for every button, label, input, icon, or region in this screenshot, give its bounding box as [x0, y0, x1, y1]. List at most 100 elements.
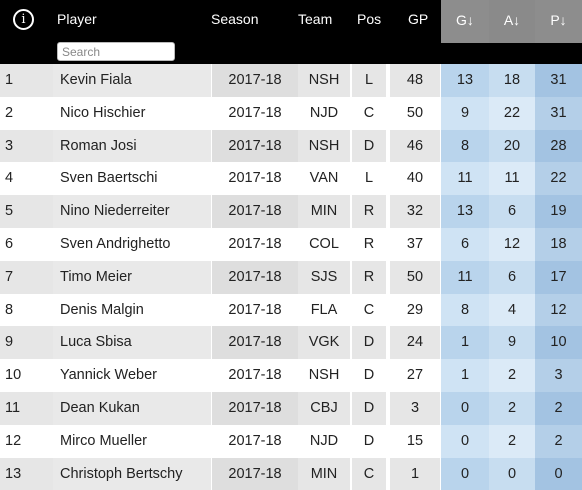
position-cell: L: [352, 64, 386, 97]
rank-cell: 8: [5, 301, 14, 318]
player-name-cell: Yannick Weber: [60, 367, 157, 384]
points-cell: 12: [535, 293, 582, 327]
column-header-pos[interactable]: Pos: [357, 11, 382, 27]
games-played-cell: 27: [406, 367, 424, 384]
column-header-goals[interactable]: G↓: [441, 0, 489, 43]
table-header: i Player Season Team Pos GP G↓ A↓ P↓: [0, 0, 582, 64]
season-cell: 2017-18: [228, 367, 282, 384]
assists-cell: 11: [489, 162, 535, 196]
season-cell: 2017-18: [228, 170, 282, 187]
table-row[interactable]: 4 Sven Baertschi 2017-18 VAN L 40 11 11 22: [0, 162, 582, 196]
goals-cell: 1: [441, 359, 489, 392]
player-name-cell: Sven Baertschi: [60, 170, 158, 187]
table-row[interactable]: 5 Nino Niederreiter 2017-18 MIN R 32 13 6 19: [0, 195, 582, 228]
season-cell: 2017-18: [228, 235, 282, 252]
column-header-assists[interactable]: A↓: [489, 0, 535, 43]
assists-cell: 2: [489, 359, 535, 392]
player-name-cell: Roman Josi: [53, 129, 211, 163]
table-row[interactable]: 11 Dean Kukan 2017-18 CBJ D 3 0 2 2: [0, 391, 582, 425]
season-cell: 2017-18: [212, 129, 298, 163]
assists-cell: 4: [489, 293, 535, 327]
column-header-player[interactable]: Player: [57, 11, 97, 27]
goals-cell: 6: [441, 227, 489, 261]
table-row[interactable]: 10 Yannick Weber 2017-18 NSH D 27 1 2 3: [0, 359, 582, 392]
games-played-cell: 50: [406, 104, 424, 121]
player-name-cell: Nico Hischier: [60, 104, 146, 121]
games-played-cell: 24: [390, 326, 440, 360]
player-name-cell: Kevin Fiala: [53, 64, 211, 97]
team-cell: VAN: [309, 170, 339, 187]
info-icon[interactable]: i: [13, 9, 34, 30]
goals-cell: 0: [441, 391, 489, 425]
rank-cell: 3: [0, 129, 53, 163]
games-played-cell: 15: [406, 432, 424, 449]
rank-cell: 6: [5, 235, 14, 252]
team-cell: NSH: [298, 129, 350, 163]
assists-cell: 0: [489, 457, 535, 490]
season-cell: 2017-18: [228, 432, 282, 449]
rank-cell: 9: [0, 326, 53, 360]
assists-cell: 18: [489, 64, 535, 97]
games-played-cell: 37: [406, 235, 424, 252]
games-played-cell: 40: [406, 170, 424, 187]
points-cell: 0: [535, 457, 582, 490]
search-input[interactable]: [57, 42, 175, 61]
points-cell: 10: [535, 326, 582, 360]
table-row[interactable]: 1 Kevin Fiala 2017-18 NSH L 48 13 18 31: [0, 64, 582, 97]
team-cell: FLA: [310, 301, 338, 318]
table-row[interactable]: 13 Christoph Bertschy 2017-18 MIN C 1 0 0 0: [0, 457, 582, 490]
table-row[interactable]: 8 Denis Malgin 2017-18 FLA C 29 8 4 12: [0, 293, 582, 327]
assists-cell: 9: [489, 326, 535, 360]
goals-cell: 1: [441, 326, 489, 360]
column-header-team[interactable]: Team: [298, 11, 333, 27]
column-header-season[interactable]: Season: [211, 11, 259, 27]
season-cell: 2017-18: [212, 326, 298, 360]
goals-cell: 13: [441, 195, 489, 228]
goals-cell: 11: [441, 162, 489, 196]
column-header-gp[interactable]: GP: [408, 11, 429, 27]
games-played-cell: 3: [390, 391, 440, 425]
games-played-cell: 1: [390, 457, 440, 490]
games-played-cell: 48: [390, 64, 440, 97]
position-cell: R: [352, 260, 386, 294]
table-row[interactable]: 6 Sven Andrighetto 2017-18 COL R 37 6 12 18: [0, 227, 582, 261]
points-cell: 18: [535, 227, 582, 261]
position-cell: C: [352, 457, 386, 490]
points-cell: 2: [535, 391, 582, 425]
player-name-cell: Luca Sbisa: [53, 326, 211, 360]
rank-cell: 1: [0, 64, 53, 97]
rank-cell: 5: [0, 195, 53, 228]
player-name-cell: Sven Andrighetto: [60, 235, 171, 252]
team-cell: NSH: [308, 367, 340, 384]
goals-cell: 0: [441, 457, 489, 490]
games-played-cell: 29: [406, 301, 424, 318]
column-header-points[interactable]: P↓: [535, 0, 582, 43]
goals-cell: 0: [441, 424, 489, 458]
rank-cell: 11: [0, 391, 53, 425]
position-cell: L: [364, 170, 374, 187]
points-cell: 28: [535, 129, 582, 163]
position-cell: D: [352, 391, 386, 425]
team-cell: MIN: [298, 195, 350, 228]
table-row[interactable]: 9 Luca Sbisa 2017-18 VGK D 24 1 9 10: [0, 326, 582, 360]
table-row[interactable]: 3 Roman Josi 2017-18 NSH D 46 8 20 28: [0, 129, 582, 163]
points-cell: 2: [535, 424, 582, 458]
points-cell: 3: [535, 359, 582, 392]
table-row[interactable]: 12 Mirco Mueller 2017-18 NJD D 15 0 2 2: [0, 424, 582, 458]
season-cell: 2017-18: [212, 195, 298, 228]
points-cell: 17: [535, 260, 582, 294]
position-cell: D: [352, 129, 386, 163]
table-body: 1 Kevin Fiala 2017-18 NSH L 48 13 18 31 2 Nico His…: [0, 64, 582, 490]
table-row[interactable]: 2 Nico Hischier 2017-18 NJD C 50 9 22 31: [0, 96, 582, 130]
assists-cell: 6: [489, 195, 535, 228]
season-cell: 2017-18: [212, 457, 298, 490]
team-cell: SJS: [298, 260, 350, 294]
season-cell: 2017-18: [212, 391, 298, 425]
table-row[interactable]: 7 Timo Meier 2017-18 SJS R 50 11 6 17: [0, 260, 582, 294]
goals-cell: 13: [441, 64, 489, 97]
season-cell: 2017-18: [228, 104, 282, 121]
points-cell: 31: [535, 96, 582, 130]
assists-cell: 12: [489, 227, 535, 261]
assists-cell: 2: [489, 424, 535, 458]
